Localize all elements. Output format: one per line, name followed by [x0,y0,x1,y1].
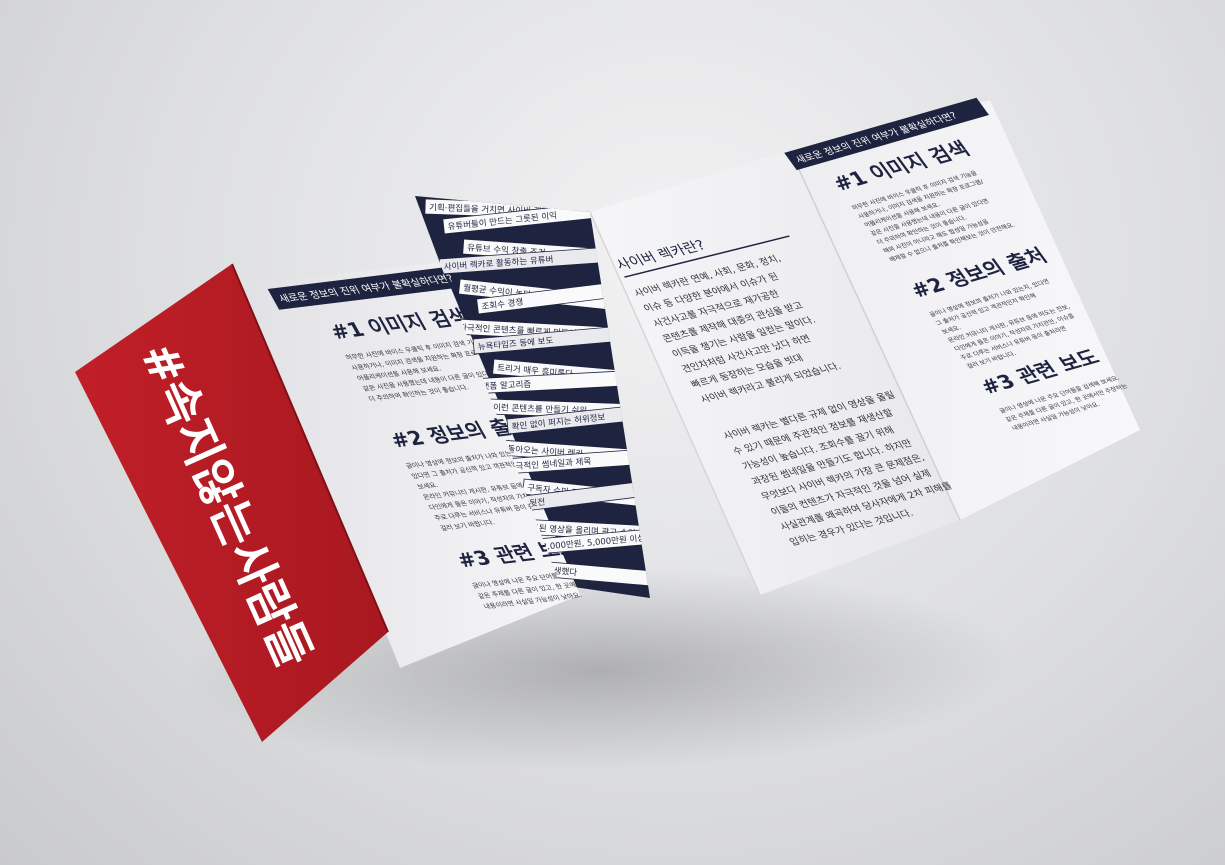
collage-snippet: 조회수 경쟁 [476,279,633,315]
right-s2-line: 보세요. [940,324,963,336]
fold-line-1 [589,211,761,596]
collage-snippet-text: 조회수 경쟁 [481,296,524,312]
fold-line-2 [789,149,961,521]
collage-snippet-text: 플랫폼 알고리즘 [474,379,532,393]
left-s2-line: 보세요. [415,480,439,491]
middle-panel [590,150,960,595]
cover-panel [75,264,388,742]
right-banner [784,97,989,171]
left-panel [245,262,580,668]
middle-heading-rule [624,235,790,278]
right-panel [790,100,1140,520]
collage-strip [506,398,650,435]
cover-fold-edge [231,263,389,633]
collage-snippet: 뉴욕타임즈 등에 보도 [472,323,644,355]
left-banner [267,262,498,310]
